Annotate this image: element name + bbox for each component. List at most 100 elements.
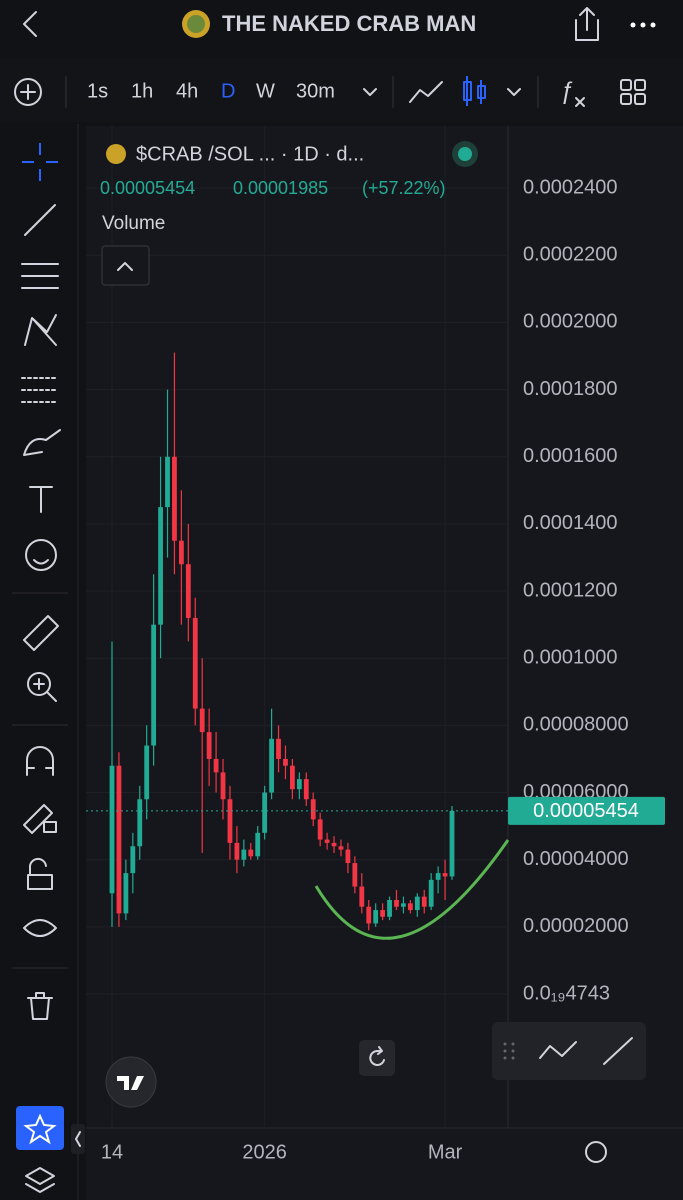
indicators[interactable]: ƒ [560,77,573,104]
candle-body [366,906,372,924]
y-tick-label: 0.0001400 [523,512,618,534]
candle-body [352,863,358,887]
more-button[interactable] [630,22,656,28]
visibility-tool[interactable] [23,919,57,937]
back-button[interactable] [23,11,37,37]
delete-tool[interactable] [27,992,53,1020]
collapse-handle[interactable] [71,1124,85,1154]
candle-body [234,842,240,860]
reset-button[interactable] [359,1040,395,1076]
volume-label: Volume [102,213,165,234]
x-tick-label: Mar [428,1141,463,1163]
candle-body [178,540,184,565]
candle-body [310,799,316,820]
brush-tool[interactable] [23,429,61,456]
crosshair-tool[interactable] [22,143,58,181]
unlock-tool[interactable] [27,857,53,890]
candle-body [283,758,288,766]
collapse-legend[interactable] [101,245,150,286]
candle-body [137,799,143,847]
dropdown[interactable] [363,88,377,96]
ruler-tool[interactable] [23,615,59,651]
settings-button[interactable] [585,1141,607,1163]
y-tick-label: 0.0₁₉4743 [523,982,610,1004]
candle-body [345,849,351,864]
interval[interactable]: W [256,80,275,102]
drag-handle [503,1042,515,1060]
logo [105,1056,157,1108]
candle-body [116,765,122,914]
layers-button[interactable] [25,1167,55,1193]
candle-body [255,832,261,857]
candle-body [414,896,420,911]
price-change: 0.00001985 [233,178,328,198]
interval[interactable]: 1s [87,80,108,102]
candle-body [317,819,323,840]
plot [86,352,508,931]
interval[interactable]: 1h [131,80,153,102]
interval-active[interactable]: D [221,80,235,102]
interval[interactable]: 4h [176,80,198,102]
candle-style[interactable] [463,76,486,106]
candle-body [394,899,399,907]
candle-body [435,873,441,880]
indicators-x [575,97,585,107]
zoom-tool[interactable] [27,672,51,696]
logo-mark [117,1076,144,1090]
candle-body [220,772,226,800]
last-price-tag [508,796,665,825]
candle-body [296,779,302,790]
interval[interactable]: 30m [296,80,335,102]
y-tick-label: 0.0001800 [523,378,618,400]
add-button[interactable] [14,78,42,106]
candle-body [324,839,330,843]
y-tick-label: 0.0001600 [523,445,618,467]
candle-body [303,779,309,800]
add-icon [20,84,36,100]
projection-tool[interactable] [21,377,59,403]
x-tick-label: 2026 [242,1141,287,1163]
text-tool[interactable] [29,486,53,513]
toolbar [0,58,683,122]
candle-body [387,899,392,917]
symbol-icon [106,144,126,164]
candle-body [421,896,427,907]
candle-body [331,842,337,847]
candle-body [338,846,344,850]
lock-draw-tool[interactable] [23,804,57,834]
line-style[interactable] [409,81,443,103]
reset-icon [369,1046,385,1066]
dropdown[interactable] [507,88,521,96]
favorite-button[interactable] [16,1106,64,1150]
y-tick-label: 0.0002200 [523,244,618,266]
zoom-icon [33,678,57,702]
status-dot [458,147,472,161]
y-tick-label: 0.00002000 [523,915,629,937]
magnet-tool[interactable] [26,746,54,776]
candle-body [359,886,365,907]
pattern-tool[interactable] [24,314,57,346]
candle-body [248,849,254,857]
collapse-icon [117,262,133,271]
candle-body [262,792,268,833]
candle-body [449,810,455,877]
emoji-tool[interactable] [25,539,57,571]
line-tool[interactable] [603,1037,633,1065]
candle-body [199,708,205,733]
drawing-toolbar [492,1022,646,1080]
candle-body [144,745,150,800]
trend-line-tool[interactable] [24,204,56,236]
candle-body [206,732,212,759]
star-icon [23,1113,57,1145]
layout-button[interactable] [620,79,646,105]
y-tick-label: 0.0001200 [523,579,618,601]
path-tool[interactable] [539,1041,577,1059]
share-button[interactable] [575,7,599,41]
collapse-icon [75,1131,81,1147]
candle-body [151,624,157,746]
fib-tool[interactable] [21,263,59,289]
y-tick-label: 0.0002000 [523,311,618,333]
y-tick-label: 0.00004000 [523,848,629,870]
